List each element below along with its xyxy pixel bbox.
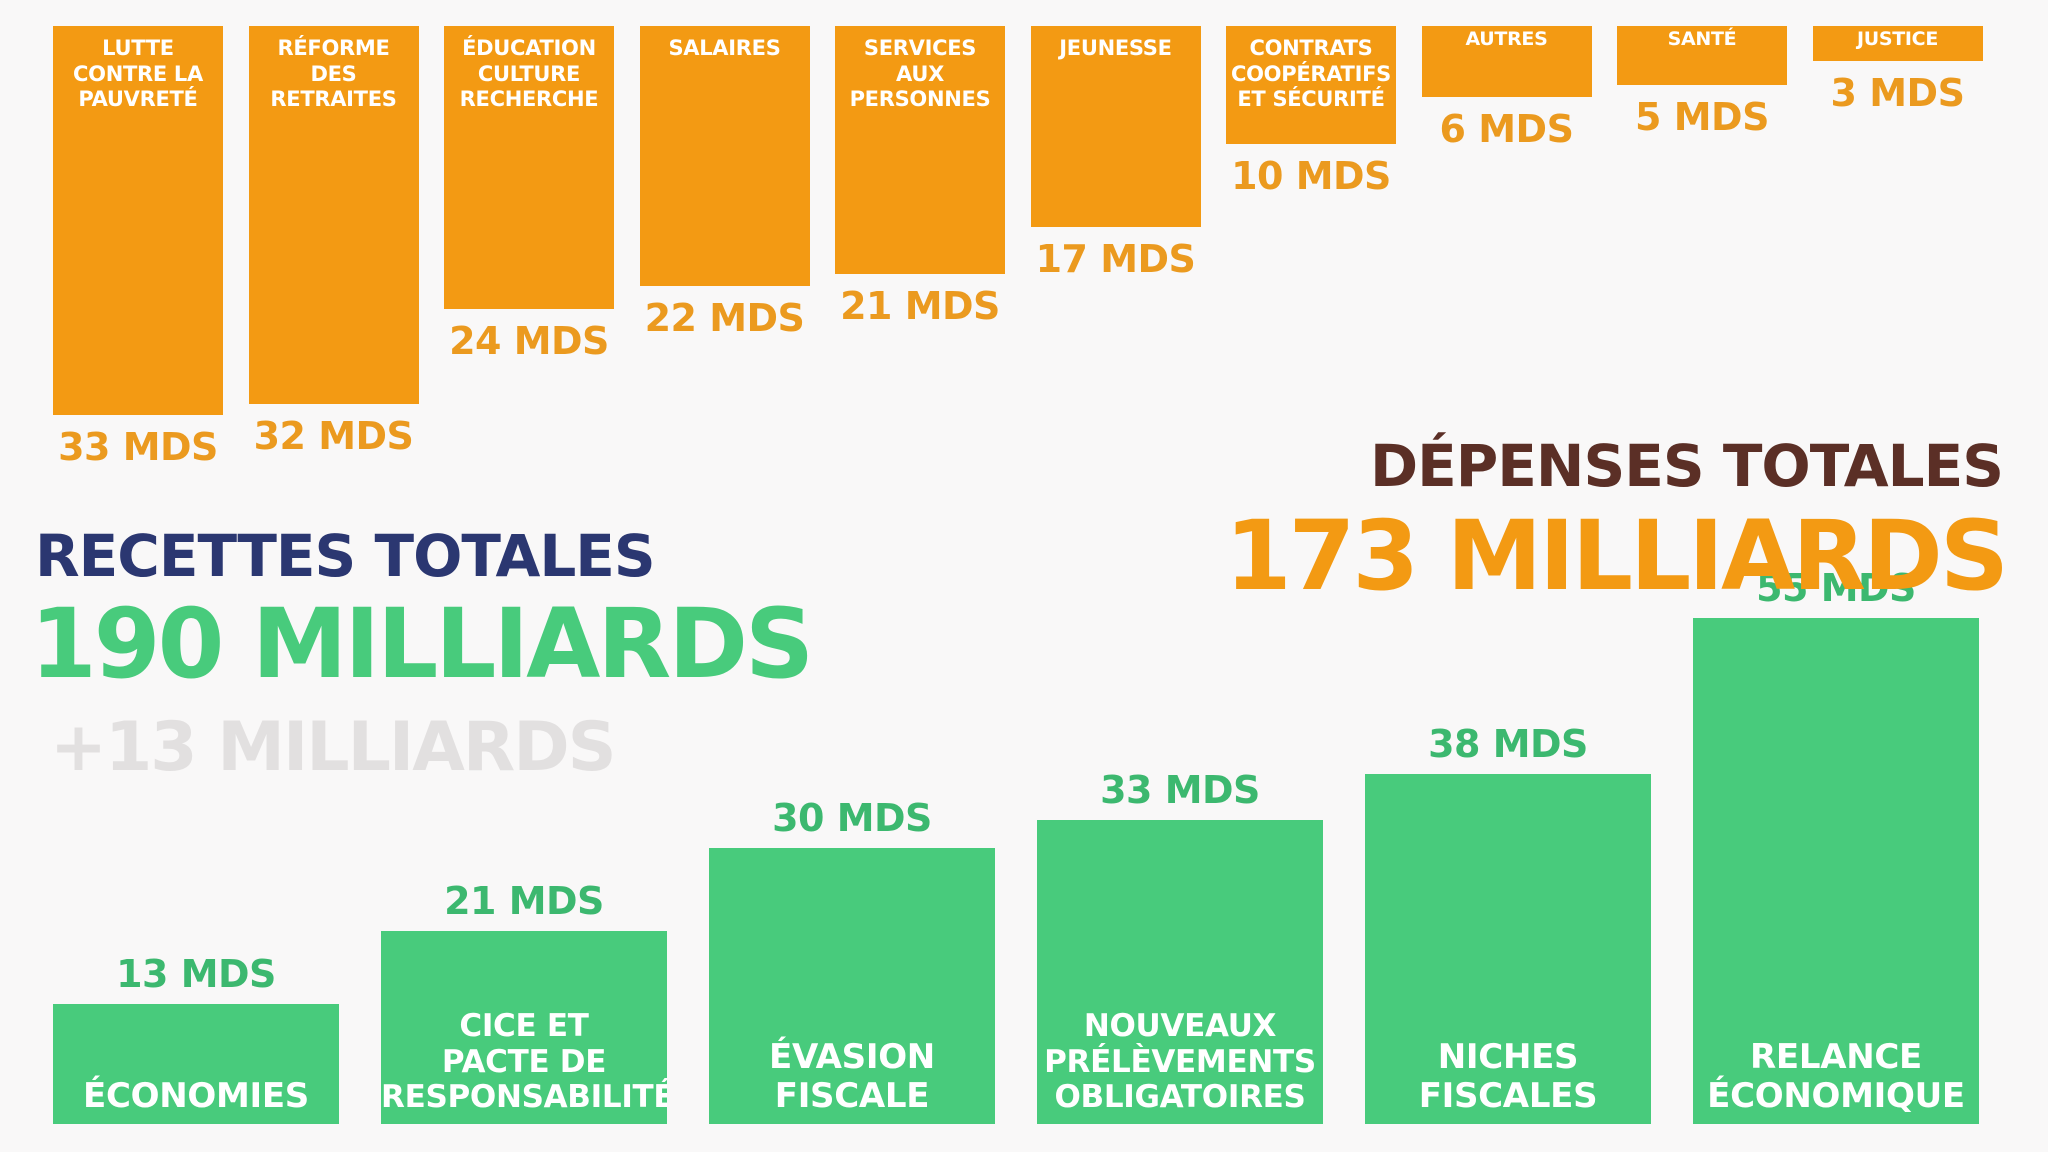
- depenses-title: DÉPENSES TOTALES: [1370, 432, 2004, 500]
- expense-value-label: 10 MDS: [1231, 154, 1391, 198]
- expense-bar-sante: SANTÉ: [1617, 26, 1787, 85]
- expense-bar-label: LUTTE CONTRE LA PAUVRETÉ: [73, 36, 203, 112]
- expense-value-label: 24 MDS: [449, 319, 609, 364]
- expense-bar-justice: JUSTICE: [1812, 26, 1983, 62]
- expense-bar-education-culture-recherche: ÉDUCATION CULTURE RECHERCHE: [444, 26, 614, 310]
- revenue-bar-label: ÉVASION FISCALE: [769, 1036, 935, 1116]
- expense-value-label: 5 MDS: [1635, 95, 1769, 139]
- expense-value-label: 22 MDS: [644, 295, 805, 340]
- revenue-value-label: 38 MDS: [1428, 722, 1588, 767]
- expense-bar-label: JUSTICE: [1856, 28, 1939, 50]
- revenue-bar-nouveaux-prelevements-obligatoires: NOUVEAUX PRÉLÈVEMENTS OBLIGATOIRES: [1037, 820, 1323, 1124]
- expense-bar-label: SALAIRES: [668, 36, 781, 60]
- revenue-value-label: 55 MDS: [1756, 566, 1916, 610]
- revenue-value-label: 30 MDS: [772, 796, 932, 840]
- revenue-bar-label: ÉCONOMIES: [83, 1075, 309, 1116]
- revenue-bar-label: NOUVEAUX PRÉLÈVEMENTS OBLIGATOIRES: [1044, 1008, 1316, 1116]
- revenue-bar-label: RELANCE ÉCONOMIQUE: [1707, 1036, 1965, 1116]
- expense-bar-lutte-contre-la-pauvrete: LUTTE CONTRE LA PAUVRETÉ: [53, 26, 223, 416]
- revenue-value-label: 33 MDS: [1100, 768, 1260, 813]
- recettes-amount: 190 MILLIARDS: [30, 588, 814, 700]
- expense-value-label: 21 MDS: [840, 283, 1000, 328]
- revenue-value-label: 13 MDS: [116, 952, 276, 997]
- expense-bar-label: RÉFORME DES RETRAITES: [270, 36, 397, 112]
- expense-value-label: 32 MDS: [253, 413, 414, 458]
- expense-bar-label: JEUNESSE: [1059, 36, 1172, 60]
- expense-bar-label: ÉDUCATION CULTURE RECHERCHE: [459, 36, 599, 112]
- revenue-bar-economies: ÉCONOMIES: [53, 1004, 339, 1124]
- depenses-amount: 173 MILLIARDS: [1224, 500, 2009, 612]
- revenue-bar-label: CICE ET PACTE DE RESPONSABILITÉ: [381, 1008, 667, 1116]
- expense-bar-label: SERVICES AUX PERSONNES: [849, 36, 991, 112]
- revenue-bar-niches-fiscales: NICHES FISCALES: [1365, 774, 1651, 1124]
- recettes-gain: +13 MILLIARDS: [50, 708, 617, 787]
- expense-bar-label: CONTRATS COOPÉRATIFS ET SÉCURITÉ: [1231, 36, 1391, 112]
- expense-value-label: 33 MDS: [58, 425, 218, 470]
- expense-bar-autres: AUTRES: [1421, 26, 1592, 97]
- revenue-bar-evasion-fiscale: ÉVASION FISCALE: [709, 848, 995, 1124]
- expense-value-label: 6 MDS: [1439, 106, 1574, 151]
- recettes-title: RECETTES TOTALES: [35, 522, 656, 590]
- expense-bar-label: SANTÉ: [1667, 28, 1737, 50]
- expense-value-label: 3 MDS: [1830, 71, 1965, 116]
- expense-bar-label: AUTRES: [1465, 28, 1548, 50]
- expense-bar-services-aux-personnes: SERVICES AUX PERSONNES: [835, 26, 1005, 274]
- expense-bar-reforme-des-retraites: RÉFORME DES RETRAITES: [248, 26, 419, 404]
- revenue-bar-label: NICHES FISCALES: [1418, 1036, 1598, 1116]
- revenue-bar-cice-et-pacte-de-responsabilite: CICE ET PACTE DE RESPONSABILITÉ: [381, 930, 667, 1124]
- revenue-value-label: 21 MDS: [444, 878, 604, 923]
- revenue-bar-relance-economique: RELANCE ÉCONOMIQUE: [1693, 618, 1979, 1124]
- expense-bar-salaires: SALAIRES: [639, 26, 810, 286]
- expense-value-label: 17 MDS: [1035, 236, 1196, 281]
- expense-bar-jeunesse: JEUNESSE: [1030, 26, 1201, 227]
- expense-bar-contrats-cooperatifs-et-securite: CONTRATS COOPÉRATIFS ET SÉCURITÉ: [1226, 26, 1396, 144]
